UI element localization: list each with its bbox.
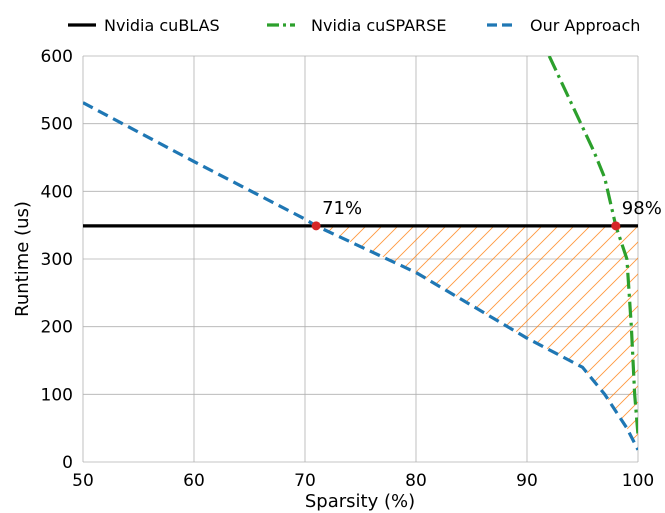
x-axis-label: Sparsity (%): [305, 491, 415, 512]
x-tick-label: 70: [294, 471, 316, 491]
x-tick-label: 60: [183, 471, 205, 491]
intersection-marker: [311, 221, 321, 231]
y-tick-label: 600: [41, 47, 73, 67]
tick-labels: 50 60 70 80 90 100 0 100 200 300 400 500 600: [41, 47, 655, 491]
x-tick-label: 100: [622, 471, 654, 491]
shaded-region: [316, 225, 638, 450]
y-tick-label: 400: [41, 182, 73, 202]
x-tick-label: 90: [516, 471, 538, 491]
y-tick-label: 0: [62, 453, 73, 473]
hatched-area: [316, 225, 638, 450]
x-tick-label: 50: [72, 471, 94, 491]
legend-label: Nvidia cuSPARSE: [311, 16, 446, 35]
y-axis-label: Runtime (us): [12, 201, 33, 317]
intersection-marker: [611, 221, 621, 231]
y-tick-label: 200: [41, 318, 73, 338]
legend-label: Nvidia cuBLAS: [104, 16, 220, 35]
y-tick-label: 500: [41, 115, 73, 135]
legend-label: Our Approach: [530, 16, 640, 35]
legend: Nvidia cuBLAS Nvidia cuSPARSE Our Approach: [68, 16, 640, 35]
x-tick-label: 80: [405, 471, 427, 491]
annotation-label: 71%: [322, 198, 362, 219]
y-tick-label: 100: [41, 385, 73, 405]
annotations-group: 71% 98%: [311, 198, 662, 231]
y-tick-label: 300: [41, 250, 73, 270]
series-line-our-approach: [83, 101, 638, 451]
annotation-label: 98%: [622, 198, 662, 219]
